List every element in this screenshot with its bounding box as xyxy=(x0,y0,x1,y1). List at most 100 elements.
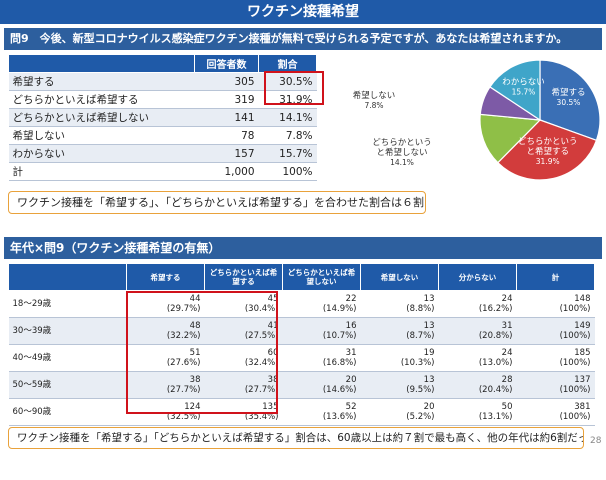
cell-pct: (100%) xyxy=(559,358,591,368)
age-label: 18～29歳 xyxy=(8,290,127,318)
pie-slice-label: と希望しない xyxy=(376,147,427,158)
age-header-col: どちらかといえば希望しない xyxy=(282,263,361,291)
cell-count: 24 xyxy=(501,294,513,304)
age-cell: 28 (20.4%) xyxy=(438,371,517,399)
age-cell: 50 (13.1%) xyxy=(438,398,517,426)
row-pct: 15.7% xyxy=(258,144,317,163)
age-label: 30～39歳 xyxy=(8,317,127,345)
cell-pct: (100%) xyxy=(559,412,591,422)
cell-pct: (32.2%) xyxy=(166,331,201,341)
row-pct: 30.5% xyxy=(258,72,317,91)
cell-pct: (100%) xyxy=(559,331,591,341)
summary-table: 回答者数 割合 希望する 305 30.5% どちらかといえば希望する 319 … xyxy=(8,54,317,181)
table-row: どちらかといえば希望する 319 31.9% xyxy=(8,90,317,109)
pie-slice-label: どちらかという xyxy=(372,138,432,148)
table-row: わからない 157 15.7% xyxy=(8,144,317,163)
cell-count: 24 xyxy=(501,348,513,358)
cell-count: 50 xyxy=(501,402,513,412)
age-label: 60～90歳 xyxy=(8,398,127,426)
age-cell: 38 (27.7%) xyxy=(204,371,283,399)
row-count: 319 xyxy=(194,90,259,109)
cell-pct: (32.4%) xyxy=(244,358,279,368)
summary-header-pct: 割合 xyxy=(258,54,317,73)
cell-pct: (5.2%) xyxy=(406,412,435,422)
pie-slice-pct: 31.9% xyxy=(536,157,560,166)
cell-pct: (27.5%) xyxy=(244,331,279,341)
cell-count: 149 xyxy=(574,321,591,331)
cell-pct: (13.0%) xyxy=(478,358,513,368)
table-row: 30～39歳 48 (32.2%) 41 (27.5%) 16 (10.7%) 13 (8.7%… xyxy=(8,317,595,345)
cell-count: 52 xyxy=(345,402,357,412)
section-title: 年代×問9（ワクチン接種希望の有無） xyxy=(4,237,602,259)
cell-pct: (35.4%) xyxy=(244,412,279,422)
cell-pct: (20.4%) xyxy=(478,385,513,395)
summary-note: ワクチン接種を「希望する」、「どちらかといえば希望する」を合わせた割合は６割以上… xyxy=(8,191,426,214)
pie-slice-label: どちらかという xyxy=(518,137,578,147)
age-cell: 44 (29.7%) xyxy=(126,290,205,318)
pie-slice-pct: 30.5% xyxy=(557,98,581,107)
age-cell: 20 (5.2%) xyxy=(360,398,439,426)
row-pct: 14.1% xyxy=(258,108,317,127)
pie-slice-pct: 14.1% xyxy=(390,158,414,167)
cell-count: 137 xyxy=(574,375,591,385)
pie-slice-label: と希望する xyxy=(526,146,569,157)
age-cell: 149 (100%) xyxy=(516,317,595,345)
cell-count: 41 xyxy=(267,321,279,331)
age-cell: 185 (100%) xyxy=(516,344,595,372)
row-count: 78 xyxy=(194,126,259,145)
pie-slice-label: 希望する xyxy=(551,87,585,98)
table-row: 50～59歳 38 (27.7%) 38 (27.7%) 20 (14.6%) 13 (9.5%… xyxy=(8,371,595,399)
page-number: 28 xyxy=(590,436,602,446)
age-cell: 13 (8.8%) xyxy=(360,290,439,318)
slide-title: ワクチン接種希望 xyxy=(0,0,606,24)
cell-count: 22 xyxy=(345,294,357,304)
pie-chart: 希望する30.5%どちらかというと希望する31.9%どちらかというと希望しない1… xyxy=(353,59,600,181)
pie-slice-label: 希望しない xyxy=(353,90,396,101)
row-count: 305 xyxy=(194,72,259,91)
row-pct: 7.8% xyxy=(258,126,317,145)
age-cross-table: 希望する どちらかといえば希望する どちらかといえば希望しない 希望しない 分か… xyxy=(8,263,595,426)
cell-count: 28 xyxy=(501,375,513,385)
age-cell: 48 (32.2%) xyxy=(126,317,205,345)
age-header-col: 希望しない xyxy=(360,263,439,291)
cell-count: 13 xyxy=(423,321,435,331)
cell-pct: (10.7%) xyxy=(322,331,357,341)
summary-table-header: 回答者数 割合 xyxy=(8,54,317,73)
age-header-col: 計 xyxy=(516,263,595,291)
age-cell: 60 (32.4%) xyxy=(204,344,283,372)
cell-pct: (8.7%) xyxy=(406,331,435,341)
cell-count: 38 xyxy=(189,375,201,385)
row-count: 157 xyxy=(194,144,259,163)
age-cell: 20 (14.6%) xyxy=(282,371,361,399)
row-label: 希望する xyxy=(8,72,195,91)
table-row: 18～29歳 44 (29.7%) 45 (30.4%) 22 (14.9%) 13 (8.8%… xyxy=(8,290,595,318)
cell-count: 20 xyxy=(423,402,435,412)
cell-pct: (16.2%) xyxy=(478,304,513,314)
cell-pct: (29.7%) xyxy=(166,304,201,314)
cell-count: 31 xyxy=(501,321,513,331)
cell-count: 51 xyxy=(189,348,201,358)
table-row: どちらかといえば希望しない 141 14.1% xyxy=(8,108,317,127)
cell-pct: (100%) xyxy=(559,385,591,395)
table-row: 希望しない 78 7.8% xyxy=(8,126,317,145)
cell-pct: (27.7%) xyxy=(244,385,279,395)
pie-slice-label: わからない xyxy=(502,77,545,87)
pie-slice-pct: 15.7% xyxy=(512,87,536,96)
cell-count: 38 xyxy=(267,375,279,385)
age-cell: 41 (27.5%) xyxy=(204,317,283,345)
cell-pct: (13.6%) xyxy=(322,412,357,422)
row-label: わからない xyxy=(8,144,195,163)
row-pct: 100% xyxy=(258,162,317,181)
pie-slice xyxy=(479,113,542,164)
age-cell: 16 (10.7%) xyxy=(282,317,361,345)
cell-count: 60 xyxy=(267,348,279,358)
age-header-blank xyxy=(8,263,127,291)
cell-pct: (9.5%) xyxy=(406,385,435,395)
age-cell: 19 (10.3%) xyxy=(360,344,439,372)
row-count: 141 xyxy=(194,108,259,127)
row-label: 希望しない xyxy=(8,126,195,145)
cell-count: 31 xyxy=(345,348,357,358)
cell-pct: (13.1%) xyxy=(478,412,513,422)
summary-header-count: 回答者数 xyxy=(194,54,259,73)
row-label: 計 xyxy=(8,162,195,181)
